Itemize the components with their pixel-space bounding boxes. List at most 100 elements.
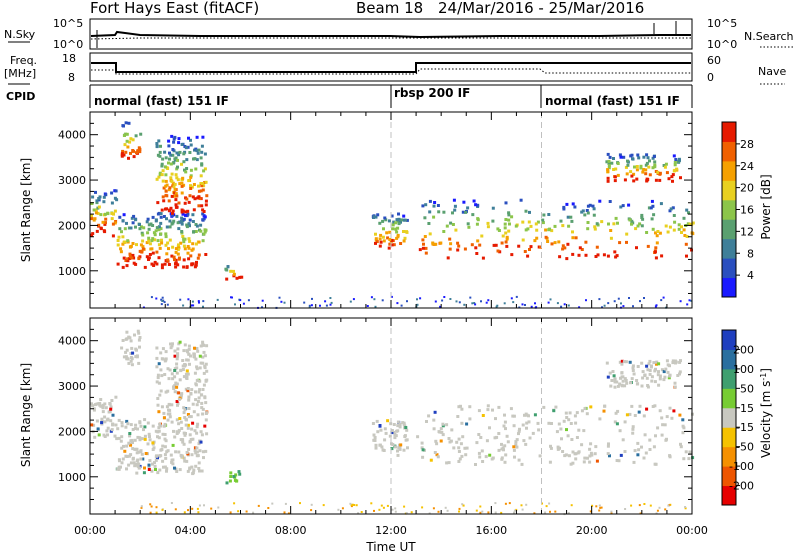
y-tick-label: 4000 xyxy=(58,335,86,348)
echo-cell xyxy=(378,221,382,225)
echo-cell xyxy=(180,427,184,430)
echo-cell xyxy=(645,153,649,157)
echo-cell xyxy=(561,247,565,251)
echo-cell xyxy=(164,232,168,236)
colorbar-tick-label: 28 xyxy=(740,138,754,151)
echo-cell xyxy=(229,511,232,514)
echo-cell xyxy=(658,178,662,182)
echo-cell xyxy=(117,467,121,471)
echo-cell xyxy=(146,421,150,425)
echo-cell xyxy=(606,168,610,172)
echo-cell xyxy=(395,236,399,240)
echo-cell xyxy=(420,446,424,450)
echo-cell xyxy=(610,512,613,515)
colorbar-segment xyxy=(722,330,736,350)
echo-cell xyxy=(446,256,450,260)
echo-cell xyxy=(195,135,199,139)
echo-cell xyxy=(170,179,174,183)
echo-cell xyxy=(502,448,505,452)
echo-cell xyxy=(94,190,97,194)
echo-cell xyxy=(202,210,206,213)
echo-cell xyxy=(181,212,185,216)
echo-cell xyxy=(181,209,185,213)
echo-cell xyxy=(529,245,533,249)
echo-cell xyxy=(163,465,167,469)
echo-cell xyxy=(652,155,656,158)
echo-cell xyxy=(91,404,95,408)
echo-cell xyxy=(396,302,399,305)
echo-cell xyxy=(608,371,612,375)
echo-cell xyxy=(648,438,652,442)
echo-cell xyxy=(612,374,616,378)
echo-cell xyxy=(623,384,627,388)
echo-cell xyxy=(461,503,464,506)
echo-cell xyxy=(187,407,191,410)
echo-cell xyxy=(131,441,134,444)
echo-cell xyxy=(421,455,425,459)
colorbar-segment xyxy=(722,122,736,142)
echo-cell xyxy=(129,226,133,230)
echo-cell xyxy=(201,361,205,365)
echo-cell xyxy=(186,423,190,427)
echo-cell xyxy=(390,429,394,432)
echo-cell xyxy=(451,223,455,226)
echo-cell xyxy=(460,454,464,458)
echo-cell xyxy=(615,380,619,384)
echo-cell xyxy=(603,404,607,408)
echo-cell xyxy=(671,359,675,363)
echo-cell xyxy=(614,167,618,171)
echo-cell xyxy=(630,222,633,226)
echo-cell xyxy=(150,469,154,473)
echo-cell xyxy=(481,510,484,513)
echo-cell xyxy=(164,156,168,160)
echo-cell xyxy=(391,223,395,227)
echo-cell xyxy=(416,298,418,301)
echo-cell xyxy=(504,201,508,205)
echo-cell xyxy=(202,456,205,460)
echo-cell xyxy=(136,464,140,468)
echo-cell xyxy=(193,157,197,161)
echo-cell xyxy=(137,338,141,342)
echo-cell xyxy=(90,233,93,237)
colorbar-tick-label: 50 xyxy=(740,382,754,395)
echo-cell xyxy=(592,213,596,217)
echo-cell xyxy=(140,452,144,456)
echo-cell xyxy=(156,212,160,216)
echo-cell xyxy=(609,384,613,388)
echo-cell xyxy=(509,407,513,411)
echo-cell xyxy=(558,446,561,450)
echo-cell xyxy=(644,451,648,455)
echo-cell xyxy=(196,256,200,260)
echo-cell xyxy=(533,512,536,515)
echo-cell xyxy=(149,222,153,226)
echo-cell xyxy=(201,450,205,454)
echo-cell xyxy=(110,399,114,402)
echo-cell xyxy=(166,167,170,170)
echo-cell xyxy=(491,408,494,412)
echo-cell xyxy=(177,201,181,205)
echo-cell xyxy=(202,184,206,188)
echo-cell xyxy=(599,506,602,509)
echo-cell xyxy=(394,434,398,438)
echo-cell xyxy=(183,511,186,514)
echo-cell xyxy=(143,418,147,422)
echo-cell xyxy=(164,243,168,247)
echo-cell xyxy=(647,165,651,169)
echo-cell xyxy=(386,236,390,240)
echo-cell xyxy=(465,446,469,450)
echo-cell xyxy=(607,222,610,226)
echo-cell xyxy=(149,503,152,506)
echo-cell xyxy=(513,509,516,512)
echo-cell xyxy=(402,218,406,222)
echo-cell xyxy=(533,239,537,243)
echo-cell xyxy=(635,165,639,168)
echo-cell xyxy=(639,166,643,170)
echo-cell xyxy=(494,511,497,514)
echo-cell xyxy=(665,437,668,441)
echo-cell xyxy=(370,296,373,299)
echo-cell xyxy=(457,450,461,453)
echo-cell xyxy=(157,362,161,366)
echo-cell xyxy=(445,423,449,427)
echo-cell xyxy=(379,428,383,432)
echo-cell xyxy=(390,447,394,451)
